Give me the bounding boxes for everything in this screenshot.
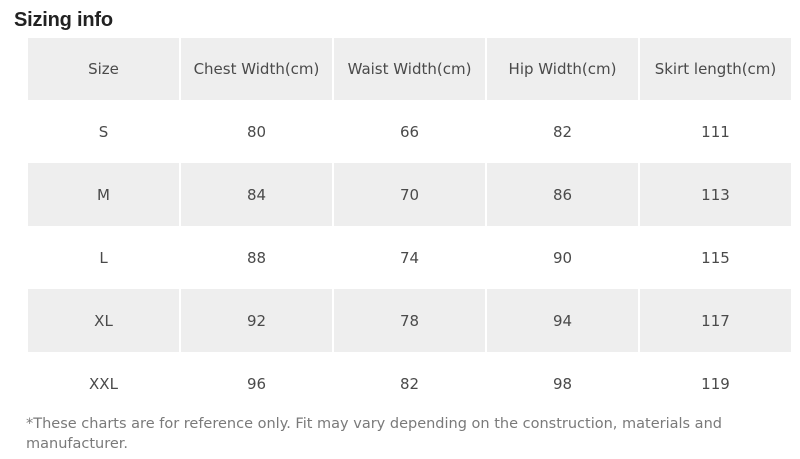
cell-hip-width: 94: [487, 289, 638, 352]
header-size: Size: [28, 38, 179, 100]
cell-skirt-length: 119: [640, 352, 791, 415]
cell-chest-width: 92: [181, 289, 332, 352]
cell-size: XXL: [28, 352, 179, 415]
cell-skirt-length: 113: [640, 163, 791, 226]
cell-chest-width: 84: [181, 163, 332, 226]
cell-hip-width: 86: [487, 163, 638, 226]
cell-hip-width: 90: [487, 226, 638, 289]
cell-waist-width: 82: [334, 352, 485, 415]
reference-footnote: *These charts are for reference only. Fi…: [26, 416, 722, 452]
cell-size: L: [28, 226, 179, 289]
cell-skirt-length: 115: [640, 226, 791, 289]
cell-size: M: [28, 163, 179, 226]
table-header-row: Size Chest Width(cm) Waist Width(cm) Hip…: [28, 38, 791, 100]
sizing-table: Size Chest Width(cm) Waist Width(cm) Hip…: [26, 38, 793, 415]
cell-chest-width: 96: [181, 352, 332, 415]
cell-size: S: [28, 100, 179, 163]
cell-hip-width: 82: [487, 100, 638, 163]
header-hip-width: Hip Width(cm): [487, 38, 638, 100]
header-chest-width: Chest Width(cm): [181, 38, 332, 100]
table-row: M 84 70 86 113: [28, 163, 791, 226]
header-waist-width: Waist Width(cm): [334, 38, 485, 100]
table-row: XL 92 78 94 117: [28, 289, 791, 352]
cell-chest-width: 80: [181, 100, 332, 163]
cell-chest-width: 88: [181, 226, 332, 289]
cell-hip-width: 98: [487, 352, 638, 415]
header-skirt-length: Skirt length(cm): [640, 38, 791, 100]
table-row: S 80 66 82 111: [28, 100, 791, 163]
cell-waist-width: 78: [334, 289, 485, 352]
cell-waist-width: 74: [334, 226, 485, 289]
cell-size: XL: [28, 289, 179, 352]
cell-waist-width: 66: [334, 100, 485, 163]
table-row: L 88 74 90 115: [28, 226, 791, 289]
cell-waist-width: 70: [334, 163, 485, 226]
cell-skirt-length: 117: [640, 289, 791, 352]
table-row: XXL 96 82 98 119: [28, 352, 791, 415]
page-title: Sizing info: [14, 9, 113, 31]
cell-skirt-length: 111: [640, 100, 791, 163]
